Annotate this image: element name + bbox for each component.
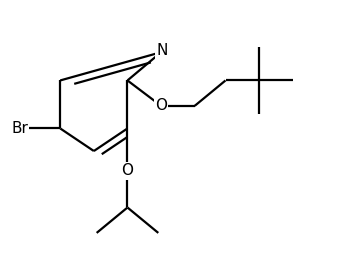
Text: N: N (157, 43, 168, 58)
Text: O: O (155, 98, 167, 113)
Text: Br: Br (11, 121, 28, 136)
Text: O: O (121, 163, 134, 178)
